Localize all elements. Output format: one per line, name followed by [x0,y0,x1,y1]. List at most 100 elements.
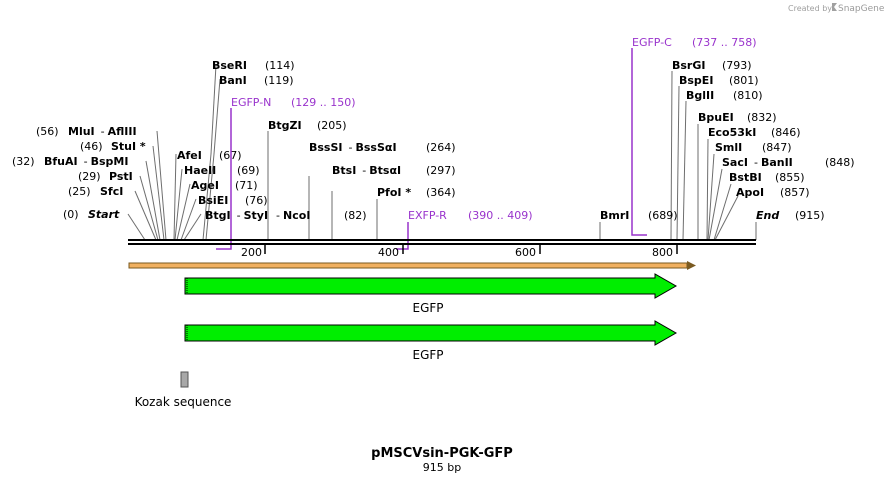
site-name: BmrI [600,209,629,222]
site-pos: (71) [235,179,258,192]
site-agei[interactable]: AgeI (71) [191,179,258,192]
site-name: BtgI - StyI - NcoI [205,209,310,222]
site-haeii[interactable]: HaeII (69) [184,164,260,177]
site-stui[interactable]: (46) StuI * [80,140,146,153]
site-pos: (915) [795,209,825,222]
tick-label-800: 800 [652,246,673,259]
feature-egfp-1-label: EGFP [412,301,443,315]
site-btgi-styi-ncoi[interactable]: BtgI - StyI - NcoI (82) [205,209,367,222]
site-name: PstI [109,170,133,183]
primer-egfp-c[interactable]: EGFP-C (737 .. 758) [631,36,757,236]
site-pos: (847) [762,141,792,154]
site-bstbi[interactable]: BstBI (855) [729,171,805,184]
site-pos: (689) [648,209,678,222]
site-psti[interactable]: (29) PstI [78,170,133,183]
site-sfci[interactable]: (25) SfcI [68,185,123,198]
site-pos: (119) [264,74,294,87]
full-length-bar [128,261,696,270]
site-bsiei[interactable]: BsiEI (76) [198,194,268,207]
site-pos: (29) [78,170,101,183]
feature-egfp-2-label: EGFP [412,348,443,362]
site-saci-banii[interactable]: SacI - BanII (848) [722,156,855,169]
site-pos: (82) [344,209,367,222]
site-name: StuI * [111,140,146,153]
site-name: BssSI - BssSαI [309,141,397,154]
primer-egfp-n[interactable]: EGFP-N (129 .. 150) [216,96,356,250]
site-name: PfoI * [377,186,411,199]
site-leader-lines [127,64,757,241]
site-pos: (857) [780,186,810,199]
site-btsi-btsai[interactable]: BtsI - BtsαI (297) [332,164,456,177]
site-name: MluI - AflIII [68,125,137,138]
site-pos: (32) [12,155,35,168]
primer-exfp-r-range: (390 .. 409) [468,209,533,222]
site-pos: (0) [63,208,79,221]
primer-exfp-r-name: EXFP-R [408,209,447,222]
credit-brand: SnapGene [838,4,885,14]
primer-exfp-r-marker [396,222,409,250]
site-name: AgeI [191,179,219,192]
site-btgzi[interactable]: BtgZI (205) [268,119,347,132]
sequence-backbone [128,239,756,245]
site-bfuai-bspmi[interactable]: (32) BfuAI - BspMI [12,155,128,168]
site-pos: (801) [729,74,759,87]
site-apoi[interactable]: ApoI (857) [736,186,810,199]
feature-kozak[interactable]: Kozak sequence [135,371,232,409]
feature-kozak-label: Kozak sequence [135,395,232,409]
primer-egfp-n-marker [216,108,232,250]
site-smli[interactable]: SmlI (847) [715,141,792,154]
site-pos: (848) [825,156,855,169]
site-name: BanI [219,74,247,87]
map-title: pMSCVsin-PGK-GFP [371,446,513,461]
site-end[interactable]: End (915) [756,209,825,222]
site-name: BpuEI [698,111,734,124]
site-bsssi-bsssai[interactable]: BssSI - BssSαI (264) [309,141,456,154]
site-name: AfeI [177,149,202,162]
site-pos: (793) [722,59,752,72]
primer-egfp-c-range: (737 .. 758) [692,36,757,49]
site-bani[interactable]: BanI (119) [219,74,294,87]
scale-ticks: 200 400 600 800 [241,244,678,259]
site-pos: (56) [36,125,59,138]
site-name: SfcI [100,185,123,198]
site-bglii[interactable]: BglII (810) [686,89,763,102]
site-pos: (832) [747,111,777,124]
primer-exfp-r[interactable]: EXFP-R (390 .. 409) [396,209,533,250]
site-name: Eco53kI [708,126,756,139]
site-pos: (25) [68,185,91,198]
site-name: SacI - BanII [722,156,793,169]
site-bsrgi[interactable]: BsrGI (793) [672,59,752,72]
site-name: BtsI - BtsαI [332,164,401,177]
primer-egfp-n-range: (129 .. 150) [291,96,356,109]
site-start[interactable]: (0) Start [63,208,120,221]
site-name: BseRI [212,59,247,72]
primer-egfp-c-name: EGFP-C [632,36,672,49]
site-pos: (297) [426,164,456,177]
site-name: BglII [686,89,714,102]
site-name: BtgZI [268,119,302,132]
site-eco53ki[interactable]: Eco53kI (846) [708,126,801,139]
feature-egfp-2[interactable]: EGFP [184,320,678,362]
site-name: BfuAI - BspMI [44,155,128,168]
site-afei[interactable]: AfeI (67) [177,149,242,162]
snapgene-logo-icon [832,3,837,11]
site-name: End [756,209,779,222]
site-bmri[interactable]: BmrI (689) [600,209,678,222]
tick-label-200: 200 [241,246,262,259]
site-pos: (114) [265,59,295,72]
site-name: SmlI [715,141,742,154]
site-mlui-aflIII[interactable]: (56) MluI - AflIII [36,125,137,138]
site-bpuei[interactable]: BpuEI (832) [698,111,777,124]
feature-kozak-box [180,371,189,388]
primer-egfp-c-marker [631,48,647,236]
site-pfoi[interactable]: PfoI * (364) [377,186,456,199]
site-name: ApoI [736,186,764,199]
site-name: HaeII [184,164,216,177]
site-bseri[interactable]: BseRI (114) [212,59,295,72]
feature-egfp-1[interactable]: EGFP [184,273,678,315]
site-bspei[interactable]: BspEI (801) [679,74,759,87]
primer-egfp-n-name: EGFP-N [231,96,271,109]
map-length: 915 bp [423,461,461,474]
site-pos: (364) [426,186,456,199]
